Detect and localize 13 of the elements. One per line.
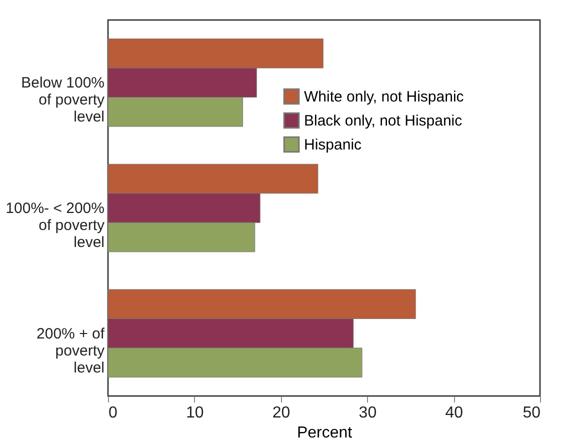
x-tick-label: 40 [445, 404, 464, 422]
x-tick-label: 0 [108, 404, 118, 422]
x-tick-label: 20 [272, 404, 290, 422]
legend-label: Black only, not Hispanic [304, 112, 463, 130]
x-axis-title: Percent [296, 424, 353, 442]
legend-label: Hispanic [304, 136, 362, 154]
y-tick-label: Below 100% of poverty level [21, 74, 105, 126]
y-tick-label: 100%- < 200% of poverty level [6, 200, 105, 251]
legend-label: White only, not Hispanic [304, 88, 464, 106]
x-tick-label: 10 [186, 404, 204, 422]
x-tick-label: 50 [522, 404, 541, 422]
x-tick-label: 30 [358, 404, 377, 422]
y-tick-label: 200% + of poverty level [36, 325, 106, 376]
